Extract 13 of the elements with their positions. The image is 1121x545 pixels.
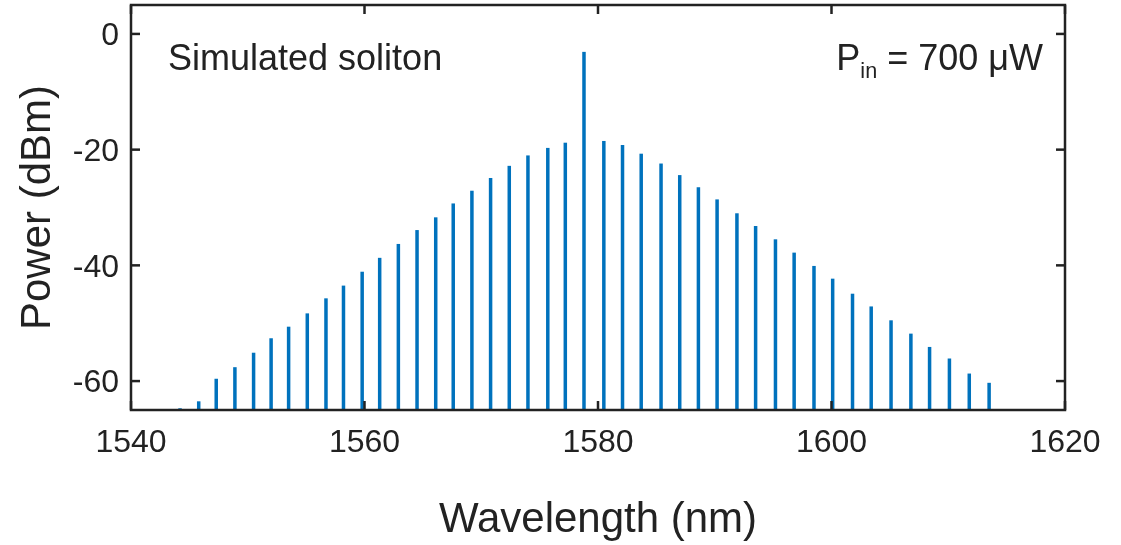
x-axis-title: Wavelength (nm): [438, 494, 758, 541]
x-tick-label: 1540: [95, 423, 167, 459]
x-tick-label: 1560: [328, 423, 401, 459]
y-tick-label: -40: [72, 247, 119, 284]
x-tick-label: 1600: [795, 423, 868, 459]
x-tick-label: 1580: [562, 423, 634, 459]
annotation: Simulated soliton: [168, 37, 443, 78]
y-tick-label: -20: [72, 131, 119, 168]
x-tick-label: 1620: [1029, 423, 1101, 459]
y-axis-title: Power (dBm): [12, 84, 59, 331]
y-tick-label: -60: [72, 363, 119, 400]
annotation: P$_{in}$ = 700 μW: [836, 37, 1044, 83]
y-tick-label: 0: [101, 16, 119, 53]
